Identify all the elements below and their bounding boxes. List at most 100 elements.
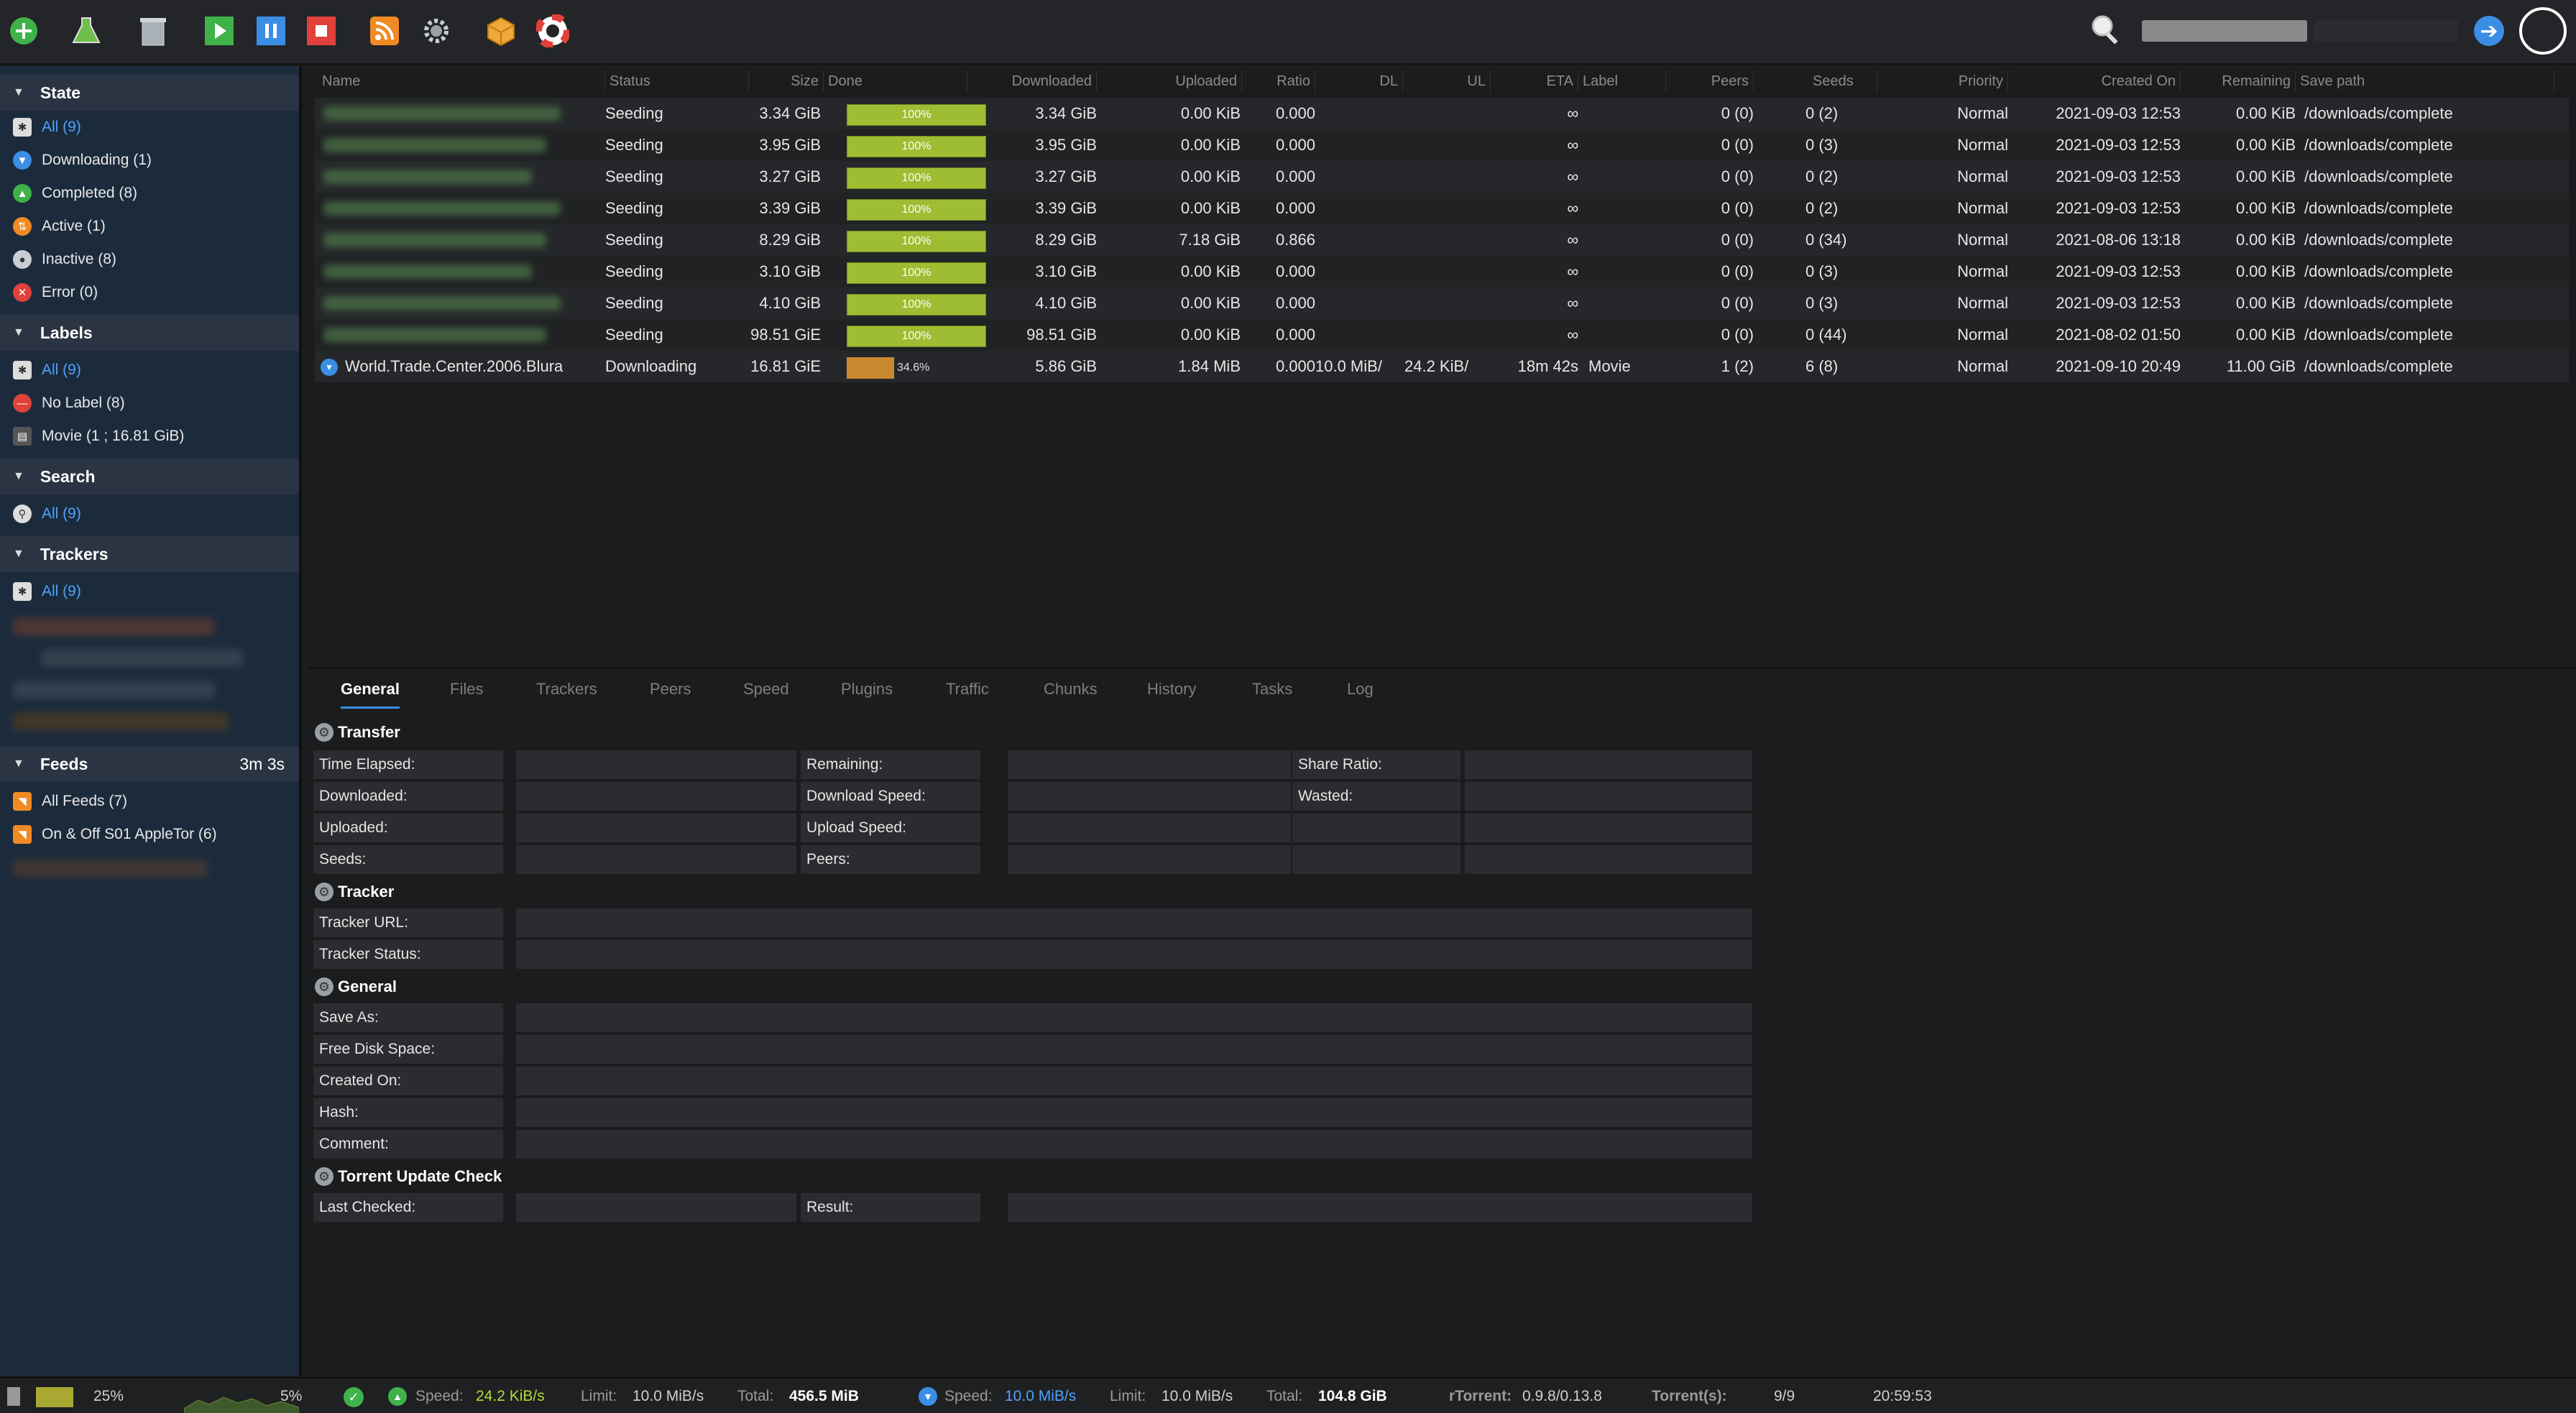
cell-status: Downloading bbox=[605, 357, 697, 375]
trackers-section-header[interactable]: ▼ Trackers bbox=[0, 536, 299, 572]
state-completed[interactable]: ▲ Completed (8) bbox=[13, 180, 137, 207]
start-icon[interactable] bbox=[201, 13, 237, 49]
feed-item[interactable]: ◥ On & Off S01 AppleTor (6) bbox=[13, 821, 217, 848]
tab-history[interactable]: History bbox=[1147, 680, 1197, 698]
tab-trackers[interactable]: Trackers bbox=[536, 680, 597, 698]
cell-seeds: 0 (2) bbox=[1806, 167, 1839, 185]
dl-limit-value[interactable]: 10.0 MiB/s bbox=[1162, 1388, 1233, 1404]
search-section-header[interactable]: ▼ Search bbox=[0, 459, 299, 494]
field-value bbox=[516, 1130, 1752, 1159]
label-all[interactable]: ✱ All (9) bbox=[13, 356, 81, 384]
tracker-item-blurred[interactable] bbox=[13, 618, 214, 635]
field-value bbox=[1292, 845, 1460, 874]
user-avatar[interactable] bbox=[2519, 7, 2567, 55]
state-downloading[interactable]: ▼ Downloading (1) bbox=[13, 147, 152, 174]
settings-gear-icon[interactable] bbox=[418, 13, 454, 49]
table-row[interactable]: ▼ World.Trade.Center.2006.Blura 34.6% Downl… bbox=[315, 351, 2569, 382]
col-created[interactable]: Created On bbox=[2008, 70, 2181, 92]
tab-speed[interactable]: Speed bbox=[743, 680, 789, 698]
col-size[interactable]: Size bbox=[749, 70, 824, 92]
state-active[interactable]: ⇅ Active (1) bbox=[13, 213, 106, 240]
tab-tasks[interactable]: Tasks bbox=[1252, 680, 1293, 698]
tab-log[interactable]: Log bbox=[1347, 680, 1374, 698]
tab-plugins[interactable]: Plugins bbox=[841, 680, 893, 698]
remove-torrent-icon[interactable] bbox=[135, 13, 171, 49]
col-label[interactable]: Label bbox=[1578, 70, 1666, 92]
label-movie-label: Movie (1 ; 16.81 GiB) bbox=[42, 428, 185, 444]
col-eta[interactable]: ETA bbox=[1491, 70, 1578, 92]
table-row[interactable]: 100% Seeding 8.29 GiB 8.29 GiB 7.18 GiB 0.866… bbox=[315, 224, 2569, 256]
col-remaining[interactable]: Remaining bbox=[2181, 70, 2296, 92]
state-all[interactable]: ✱ All (9) bbox=[13, 114, 81, 141]
table-row[interactable]: 100% Seeding 3.39 GiB 3.39 GiB 0.00 KiB 0.000… bbox=[315, 193, 2569, 224]
state-error[interactable]: ✕ Error (0) bbox=[13, 279, 98, 306]
col-seeds[interactable]: Seeds bbox=[1754, 70, 1877, 92]
state-section-header[interactable]: ▼ State bbox=[0, 75, 299, 111]
col-ul[interactable]: UL bbox=[1403, 70, 1491, 92]
progress-bar: 100% bbox=[847, 104, 986, 126]
search-icon[interactable] bbox=[2088, 11, 2124, 47]
col-dl[interactable]: DL bbox=[1315, 70, 1403, 92]
cell-size: 3.34 GiB bbox=[759, 104, 821, 122]
cell-peers: 0 (0) bbox=[1721, 326, 1754, 344]
rss-icon[interactable] bbox=[367, 13, 402, 49]
table-row[interactable]: 100% Seeding 98.51 GiE 98.51 GiB 0.00 KiB 0.0… bbox=[315, 319, 2569, 351]
field-value bbox=[516, 845, 796, 874]
labels-section-header[interactable]: ▼ Labels bbox=[0, 315, 299, 351]
feeds-all[interactable]: ◥ All Feeds (7) bbox=[13, 788, 127, 815]
tracker-item-blurred[interactable] bbox=[42, 650, 243, 667]
cell-status: Seeding bbox=[605, 231, 663, 249]
col-ratio[interactable]: Ratio bbox=[1242, 70, 1315, 92]
search-input[interactable] bbox=[2142, 20, 2307, 42]
cell-priority: Normal bbox=[1957, 199, 2008, 217]
table-row[interactable]: 100% Seeding 3.27 GiB 3.27 GiB 0.00 KiB 0.000… bbox=[315, 161, 2569, 193]
stop-icon[interactable] bbox=[303, 13, 339, 49]
tab-chunks[interactable]: Chunks bbox=[1044, 680, 1098, 698]
table-row[interactable]: 100% Seeding 3.34 GiB 3.34 GiB 0.00 KiB 0.000… bbox=[315, 98, 2569, 129]
search-all[interactable]: ⚲ All (9) bbox=[13, 500, 81, 528]
col-done[interactable]: Done bbox=[824, 70, 967, 92]
col-name[interactable]: Name bbox=[318, 70, 605, 92]
cell-path: /downloads/complete bbox=[2304, 231, 2453, 249]
plugins-box-icon[interactable] bbox=[483, 13, 519, 49]
pause-icon[interactable] bbox=[253, 13, 289, 49]
tracker-item-blurred[interactable] bbox=[13, 713, 229, 730]
table-row[interactable]: 100% Seeding 3.95 GiB 3.95 GiB 0.00 KiB 0.000… bbox=[315, 129, 2569, 161]
tab-peers[interactable]: Peers bbox=[650, 680, 691, 698]
ul-total-value: 456.5 MiB bbox=[789, 1388, 859, 1404]
help-lifebuoy-icon[interactable] bbox=[535, 13, 571, 49]
feeds-all-label: All Feeds (7) bbox=[42, 793, 128, 809]
add-torrent-icon[interactable] bbox=[6, 13, 42, 49]
table-row[interactable]: 100% Seeding 4.10 GiB 4.10 GiB 0.00 KiB 0.000… bbox=[315, 287, 2569, 319]
tab-traffic[interactable]: Traffic bbox=[946, 680, 989, 698]
search-input-extra[interactable] bbox=[2314, 20, 2458, 42]
caret-down-icon: ▼ bbox=[13, 548, 24, 560]
label-movie[interactable]: ▤ Movie (1 ; 16.81 GiB) bbox=[13, 423, 184, 450]
cell-size: 3.95 GiB bbox=[759, 136, 821, 154]
ul-limit-value[interactable]: 10.0 MiB/s bbox=[632, 1388, 704, 1404]
feed-item-blurred[interactable] bbox=[13, 860, 207, 877]
tab-files[interactable]: Files bbox=[450, 680, 484, 698]
col-save-path[interactable]: Save path bbox=[2296, 70, 2554, 92]
upload-arrow-icon: ▲ bbox=[13, 184, 32, 203]
trackers-all[interactable]: ✱ All (9) bbox=[13, 578, 81, 605]
tab-general[interactable]: General bbox=[341, 680, 400, 709]
cell-ratio: 0.000 bbox=[1275, 262, 1315, 280]
col-status[interactable]: Status bbox=[605, 70, 749, 92]
cell-label bbox=[1588, 224, 1668, 256]
table-row[interactable]: 100% Seeding 3.10 GiB 3.10 GiB 0.00 KiB 0.000… bbox=[315, 256, 2569, 287]
col-downloaded[interactable]: Downloaded bbox=[967, 70, 1097, 92]
search-go-button[interactable]: ➔ bbox=[2474, 16, 2504, 46]
create-torrent-icon[interactable] bbox=[68, 13, 104, 49]
col-peers[interactable]: Peers bbox=[1666, 70, 1754, 92]
tracker-item-blurred[interactable] bbox=[13, 681, 214, 699]
col-priority[interactable]: Priority bbox=[1877, 70, 2008, 92]
cell-uploaded: 0.00 KiB bbox=[1180, 326, 1241, 344]
cell-seeds: 0 (3) bbox=[1806, 294, 1839, 312]
label-none[interactable]: — No Label (8) bbox=[13, 390, 125, 417]
progress-bar: 100% bbox=[847, 199, 986, 221]
feeds-section-header[interactable]: ▼ Feeds 3m 3s bbox=[0, 746, 299, 782]
state-inactive[interactable]: ● Inactive (8) bbox=[13, 246, 116, 273]
col-uploaded[interactable]: Uploaded bbox=[1097, 70, 1242, 92]
field-label: Share Ratio: bbox=[1292, 750, 1460, 779]
